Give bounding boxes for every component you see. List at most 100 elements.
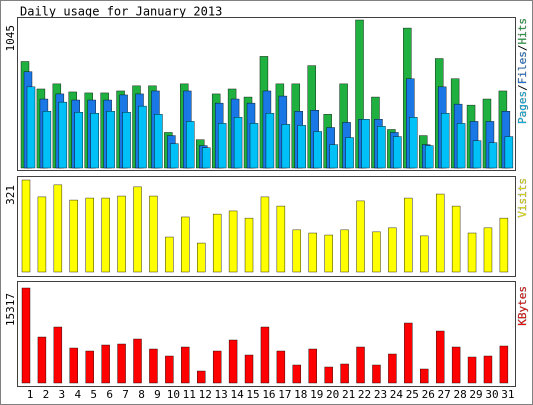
bar [324, 366, 333, 384]
legend-entry: Pages [516, 91, 529, 124]
bar [377, 126, 386, 169]
bar [244, 217, 254, 273]
bar [117, 343, 126, 384]
bar [393, 136, 402, 169]
bar [228, 339, 238, 384]
bar [456, 123, 466, 169]
bar [409, 117, 418, 169]
x-tick-label: 24 [390, 388, 404, 401]
bar [69, 347, 78, 384]
x-tick-label: 25 [406, 388, 419, 401]
bar [106, 111, 115, 169]
y-tick-label: 15317 [4, 293, 17, 326]
bar [260, 196, 270, 273]
x-tick-label: 2 [43, 388, 50, 401]
bar [138, 105, 147, 169]
x-tick-label: 27 [438, 388, 451, 401]
bar [345, 137, 354, 169]
bar [74, 111, 83, 169]
legend-entry: Visits [516, 178, 529, 218]
bar [53, 184, 63, 273]
bar [276, 205, 286, 273]
bar [499, 345, 509, 384]
bar [356, 200, 365, 273]
bar [197, 242, 206, 273]
bar [186, 121, 195, 169]
bar [202, 147, 211, 169]
bar [281, 124, 291, 169]
x-tick-label: 4 [74, 388, 81, 401]
bar [197, 370, 206, 384]
bar [85, 197, 94, 273]
legend: KBytes [516, 286, 529, 326]
legend-entry: Hits [516, 18, 529, 45]
bar [170, 143, 179, 169]
x-tick-label: 30 [485, 388, 498, 401]
bar [425, 145, 434, 169]
bar [467, 232, 477, 273]
legend-separator: / [516, 84, 529, 91]
bar [435, 330, 445, 384]
bar [504, 136, 514, 169]
bar [440, 112, 450, 169]
bar [154, 114, 163, 169]
bar [276, 350, 286, 384]
bar [372, 231, 381, 273]
bar [212, 350, 222, 384]
bar [90, 112, 99, 169]
bar [483, 227, 493, 273]
x-tick-label: 8 [138, 388, 145, 401]
bar [472, 140, 482, 169]
bar [404, 197, 413, 273]
legend: Visits [516, 178, 529, 218]
bar [340, 363, 349, 384]
x-tick-label: 14 [230, 388, 244, 401]
bar [149, 348, 158, 384]
bar [212, 213, 222, 273]
x-tick-label: 6 [106, 388, 113, 401]
legend-entry: KBytes [516, 286, 529, 326]
x-tick-label: 26 [422, 388, 435, 401]
bar [101, 197, 110, 273]
bar [85, 350, 94, 384]
x-tick-label: 23 [374, 388, 387, 401]
bar [53, 326, 63, 384]
x-tick-label: 19 [310, 388, 323, 401]
bar [356, 346, 365, 384]
bar [21, 287, 31, 384]
bar [133, 338, 142, 384]
bar [244, 354, 254, 384]
bar [308, 348, 317, 384]
x-tick-label: 18 [294, 388, 307, 401]
bar [260, 326, 270, 384]
bar [249, 123, 259, 169]
bar [228, 210, 238, 273]
x-tick-label: 28 [453, 388, 466, 401]
bar [42, 111, 52, 169]
x-tick-label: 20 [326, 388, 339, 401]
x-tick-label: 15 [246, 388, 259, 401]
x-tick-label: 13 [215, 388, 228, 401]
bar [372, 364, 381, 384]
x-tick-label: 10 [167, 388, 180, 401]
x-tick-label: 21 [342, 388, 355, 401]
bar [165, 355, 174, 384]
bar [69, 199, 78, 273]
bar [233, 117, 243, 169]
x-tick-label: 29 [469, 388, 482, 401]
bar [101, 344, 110, 384]
bar [451, 205, 461, 273]
bar [297, 125, 307, 169]
bar [165, 236, 174, 273]
bar [149, 195, 158, 273]
bar [292, 229, 302, 273]
x-tick-label: 16 [262, 388, 275, 401]
bar [26, 86, 36, 169]
bar [122, 111, 131, 169]
bar [420, 235, 429, 273]
x-tick-label: 5 [90, 388, 97, 401]
bar [21, 179, 31, 273]
x-tick-label: 1 [27, 388, 34, 401]
bar [483, 355, 493, 384]
